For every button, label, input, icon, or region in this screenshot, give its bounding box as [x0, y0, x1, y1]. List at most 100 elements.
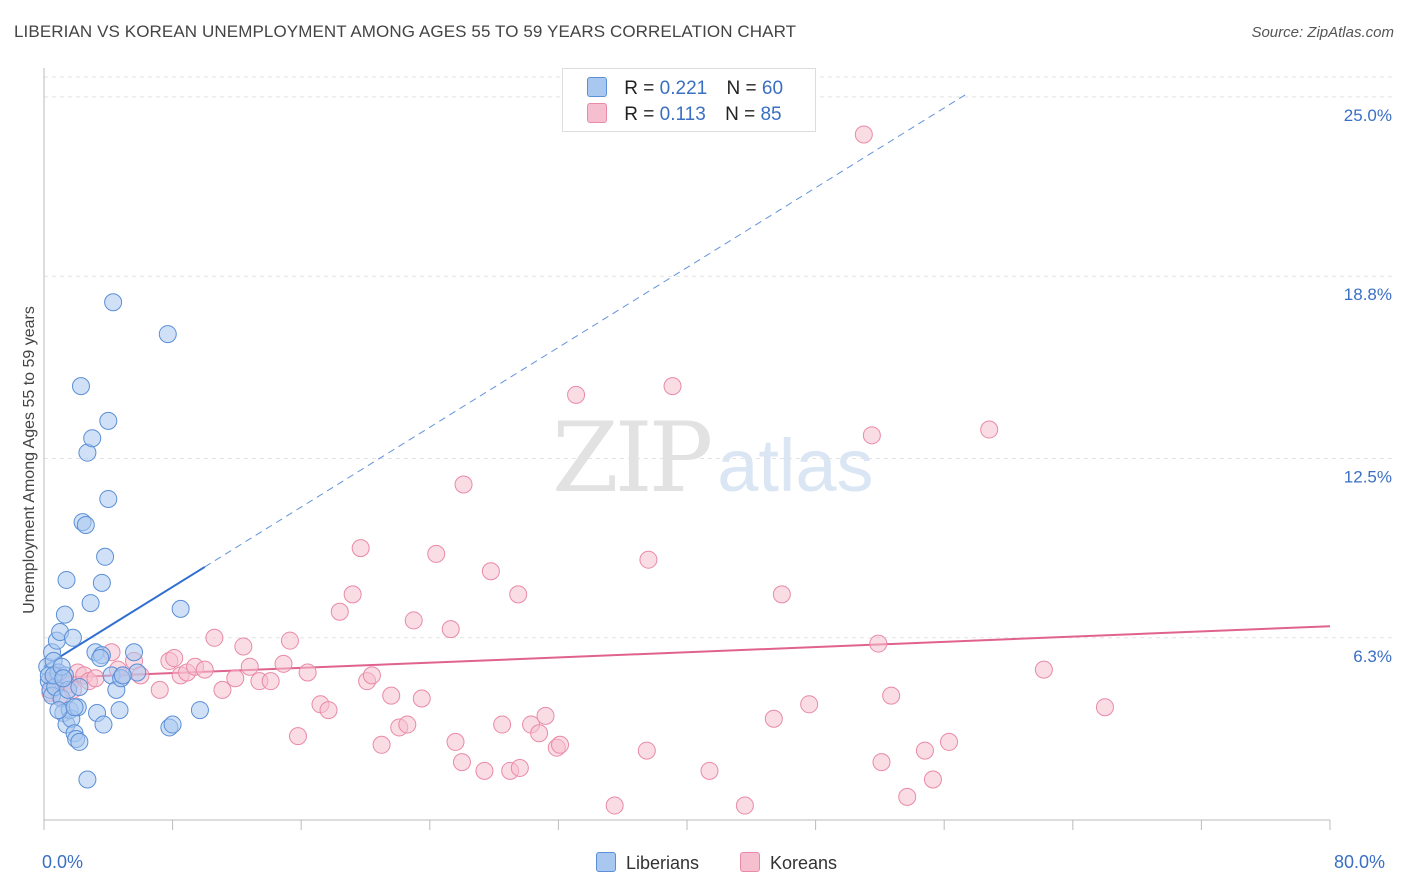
- korean-point: [372, 735, 391, 754]
- legend-n-label: N =: [725, 104, 756, 125]
- korean-point: [663, 377, 682, 396]
- x-tick-min: 0.0%: [42, 852, 84, 872]
- liberian-point: [99, 411, 118, 430]
- liberian-point: [190, 701, 209, 720]
- legend-bottom-swatch-koreans: [740, 852, 760, 872]
- korean-point: [165, 649, 184, 668]
- liberian-point: [55, 605, 74, 624]
- korean-point: [475, 761, 494, 780]
- korean-point: [898, 787, 917, 806]
- korean-point: [404, 611, 423, 630]
- korean-point: [980, 420, 999, 439]
- korean-point: [274, 654, 293, 673]
- liberian-point: [83, 429, 102, 448]
- points-layer: [38, 125, 1114, 815]
- liberian-point: [70, 732, 89, 751]
- korean-point: [288, 727, 307, 746]
- korean-point: [441, 620, 460, 639]
- korean-point: [735, 796, 754, 815]
- liberian-point: [96, 547, 115, 566]
- chart-title: LIBERIAN VS KOREAN UNEMPLOYMENT AMONG AG…: [14, 22, 797, 41]
- legend-r-label: R =: [624, 78, 655, 99]
- legend-n-value: 85: [760, 104, 782, 125]
- legend-row-koreans: R = 0.113 N = 85: [587, 103, 782, 125]
- liberian-point: [104, 293, 123, 312]
- korean-point: [412, 689, 431, 708]
- korean-point: [862, 426, 881, 445]
- legend-r-value: 0.221: [659, 78, 708, 99]
- korean-point: [205, 628, 224, 647]
- korean-point: [427, 544, 446, 563]
- korean-point: [398, 715, 417, 734]
- korean-point: [915, 741, 934, 760]
- korean-point: [351, 539, 370, 558]
- korean-point: [536, 706, 555, 725]
- korean-point: [639, 550, 658, 569]
- liberian-point: [57, 570, 76, 589]
- liberian-point: [99, 489, 118, 508]
- korean-point: [261, 672, 280, 691]
- liberian-point: [113, 666, 132, 685]
- liberian-point: [158, 325, 177, 344]
- korean-point: [280, 631, 299, 650]
- korean-point: [605, 796, 624, 815]
- korean-point: [869, 634, 888, 653]
- koreans-trendline: [43, 625, 1331, 680]
- korean-point: [923, 770, 942, 789]
- liberian-point: [70, 677, 89, 696]
- liberian-point: [71, 377, 90, 396]
- korean-point: [567, 385, 586, 404]
- liberians-trendline: [43, 566, 206, 668]
- korean-point: [446, 732, 465, 751]
- liberian-point: [110, 701, 129, 720]
- liberians-trendline-dashed: [204, 92, 969, 568]
- legend-n-label: N =: [726, 78, 757, 99]
- liberian-point: [94, 715, 113, 734]
- legend-row-liberians: R = 0.221 N = 60: [587, 77, 783, 99]
- liberian-point: [78, 770, 97, 789]
- liberian-point: [65, 698, 84, 717]
- korean-point: [382, 686, 401, 705]
- korean-point: [882, 686, 901, 705]
- legend-item-liberians: Liberians: [596, 852, 699, 874]
- korean-point: [854, 125, 873, 144]
- korean-point: [86, 669, 105, 688]
- liberian-point: [54, 669, 73, 688]
- liberian-point: [171, 599, 190, 618]
- legend-r-value: 0.113: [659, 104, 706, 125]
- korean-point: [493, 715, 512, 734]
- korean-point: [240, 657, 259, 676]
- korean-point: [637, 741, 656, 760]
- korean-point: [764, 709, 783, 728]
- source-label: Source: ZipAtlas.com: [1251, 24, 1394, 41]
- legend-swatch-liberians: [587, 77, 607, 97]
- korean-point: [362, 666, 381, 685]
- axis-layer: [43, 68, 1331, 830]
- korean-point: [509, 585, 528, 604]
- liberian-point: [125, 643, 144, 662]
- korean-point: [481, 562, 500, 581]
- korean-point: [226, 669, 245, 688]
- y-tick-label: 18.8%: [1344, 285, 1392, 304]
- y-tick-label: 25.0%: [1344, 106, 1392, 125]
- korean-point: [940, 732, 959, 751]
- watermark-atlas: atlas: [717, 424, 874, 507]
- liberian-point: [163, 715, 182, 734]
- liberian-point: [92, 573, 111, 592]
- grid-layer: [44, 76, 1392, 639]
- legend-bottom-label-liberians: Liberians: [626, 853, 700, 873]
- korean-point: [195, 660, 214, 679]
- korean-point: [551, 735, 570, 754]
- korean-point: [319, 701, 338, 720]
- x-tick-max: 80.0%: [1334, 852, 1386, 872]
- watermark: ZIP atlas: [552, 402, 874, 514]
- legend-bottom-swatch-liberians: [596, 852, 616, 872]
- y-tick-labels: 6.3% 12.5% 18.8% 25.0%: [1344, 106, 1392, 666]
- korean-point: [234, 637, 253, 656]
- korean-point: [330, 602, 349, 621]
- korean-point: [1095, 698, 1114, 717]
- korean-point: [213, 680, 232, 699]
- liberian-point: [81, 594, 100, 613]
- y-tick-label: 12.5%: [1344, 467, 1392, 486]
- korean-point: [452, 753, 471, 772]
